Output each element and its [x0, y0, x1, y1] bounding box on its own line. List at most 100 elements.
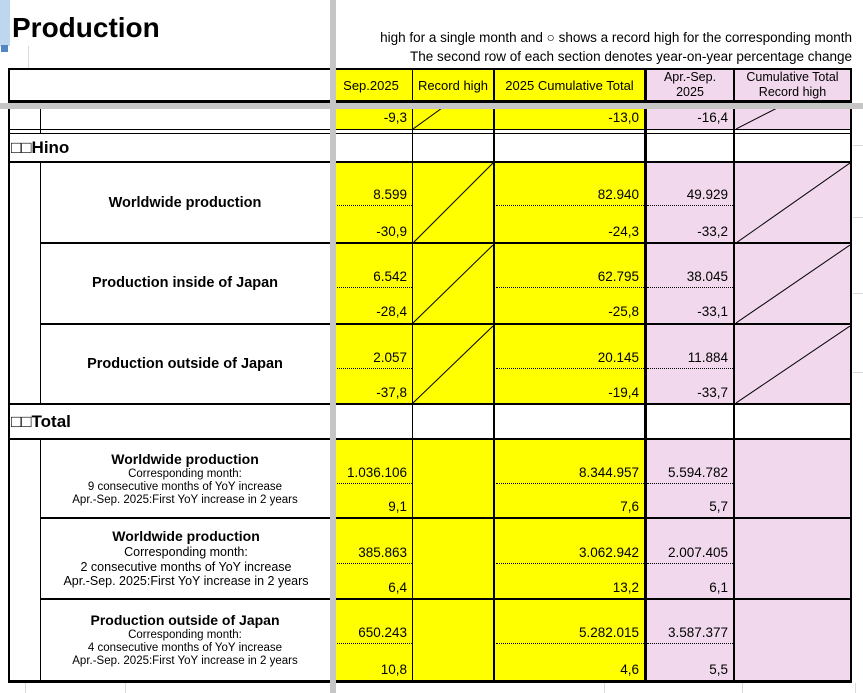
- cell-carryover-apr-sep-pct[interactable]: -16,4: [697, 110, 728, 125]
- cell-carryover-cumulative-pct[interactable]: -13,0: [608, 110, 639, 125]
- column-header-sep-month[interactable]: Sep.2025: [343, 77, 399, 93]
- row-bg: [330, 243, 644, 324]
- row-bg: [644, 519, 850, 600]
- dotted-separator: [496, 287, 644, 288]
- dotted-separator: [331, 287, 412, 288]
- cell-pct[interactable]: 9,1: [388, 499, 407, 514]
- cell-value[interactable]: 62.795: [597, 269, 639, 284]
- gridline: [853, 293, 863, 294]
- row-label-title: Worldwide production: [111, 450, 259, 467]
- legend-note-line2[interactable]: The second row of each section denotes y…: [409, 49, 852, 64]
- row-label-hino-worldwide[interactable]: Worldwide production: [108, 194, 262, 211]
- row-label-total-worldwide-2[interactable]: Worldwide production Corresponding month…: [55, 519, 317, 598]
- cell-pct[interactable]: 13,2: [612, 580, 639, 595]
- cell-value[interactable]: 6.542: [373, 269, 407, 284]
- cell-value[interactable]: 3.587.377: [667, 625, 728, 640]
- section-header-total[interactable]: □□Total: [11, 411, 71, 431]
- cumulative-record-diagonal: [736, 163, 850, 243]
- row-bg: [644, 243, 850, 324]
- column-header-cum-record-line2: Record high: [758, 84, 827, 99]
- row-label-hino-inside-japan[interactable]: Production inside of Japan: [91, 275, 279, 291]
- cell-value[interactable]: 385.863: [358, 545, 407, 560]
- row-bg: [330, 519, 644, 600]
- cell-pct[interactable]: 10,8: [380, 662, 407, 677]
- cell-value[interactable]: 5.282.015: [578, 625, 639, 640]
- cell-value[interactable]: 1.036.106: [346, 465, 407, 480]
- selection-handle[interactable]: [1, 45, 8, 52]
- cell-pct[interactable]: -30,9: [376, 224, 407, 239]
- dotted-separator: [331, 643, 412, 644]
- cell-value[interactable]: 8.344.957: [578, 465, 639, 480]
- cell-pct[interactable]: -19,4: [608, 385, 639, 400]
- dotted-separator: [647, 483, 733, 484]
- row-bg: [644, 324, 850, 405]
- selection-bar[interactable]: [0, 0, 10, 46]
- row-label-hino-outside-japan[interactable]: Production outside of Japan: [87, 355, 283, 372]
- cell-value[interactable]: 3.062.942: [578, 545, 639, 560]
- cell-value[interactable]: 650.243: [358, 625, 407, 640]
- row-label-title: Worldwide production: [112, 528, 260, 545]
- row-bg: [644, 163, 850, 243]
- cell-pct[interactable]: -33,1: [697, 304, 728, 319]
- cell-pct[interactable]: 5,7: [709, 499, 728, 514]
- cell-pct[interactable]: -33,2: [697, 224, 728, 239]
- row-bg: [330, 163, 644, 243]
- table-border: [8, 133, 852, 134]
- dotted-separator: [496, 563, 644, 564]
- legend-note[interactable]: high for a single month and ○ shows a re…: [312, 28, 852, 66]
- row-bg: [644, 600, 850, 682]
- cell-value[interactable]: 49.929: [686, 187, 728, 202]
- cell-pct[interactable]: 4,6: [620, 662, 639, 677]
- cell-value[interactable]: 8.599: [373, 187, 407, 202]
- cell-value[interactable]: 2.007.405: [667, 545, 728, 560]
- cell-carryover-sep-pct[interactable]: -9,3: [383, 110, 407, 125]
- pane-divider-vertical[interactable]: [330, 0, 336, 693]
- column-header-apr-sep[interactable]: Apr.-Sep. 2025: [647, 69, 733, 100]
- row-label-total-worldwide-1[interactable]: Worldwide production Corresponding month…: [41, 440, 329, 517]
- cell-pct[interactable]: 6,1: [709, 580, 728, 595]
- cell-pct[interactable]: -28,4: [376, 304, 407, 319]
- column-header-cumulative-record-high[interactable]: Cumulative Total Record high: [736, 69, 849, 100]
- table-border: [493, 68, 495, 680]
- table-border: [40, 163, 41, 403]
- table-border: [8, 68, 10, 683]
- dotted-separator: [331, 368, 412, 369]
- dotted-separator: [647, 287, 733, 288]
- column-header-record-high[interactable]: Record high: [417, 77, 489, 93]
- row-label-sub3: Apr.-Sep. 2025:First YoY increase in 2 y…: [72, 655, 298, 667]
- table-border: [40, 517, 852, 519]
- column-header-cumulative-total[interactable]: 2025 Cumulative Total: [505, 77, 634, 93]
- cell-pct[interactable]: 5,5: [709, 662, 728, 677]
- legend-note-line1[interactable]: high for a single month and ○ shows a re…: [380, 30, 852, 45]
- gridline: [853, 372, 863, 373]
- row-bg: [330, 324, 644, 405]
- cell-value[interactable]: 38.045: [686, 269, 728, 284]
- table-border: [8, 100, 852, 103]
- cell-value[interactable]: 11.884: [687, 350, 728, 365]
- cell-pct[interactable]: 7,6: [620, 499, 639, 514]
- cell-value[interactable]: 82.940: [597, 187, 639, 202]
- cell-pct[interactable]: -25,8: [608, 304, 639, 319]
- dotted-separator: [647, 643, 733, 644]
- cell-pct[interactable]: -24,3: [608, 224, 639, 239]
- cell-value[interactable]: 5.594.782: [667, 465, 728, 480]
- gridline: [604, 683, 605, 693]
- cell-pct[interactable]: -37,8: [376, 385, 407, 400]
- record-high-diagonal: [413, 245, 493, 323]
- table-border: [8, 403, 852, 405]
- table-border: [8, 438, 852, 440]
- dotted-separator: [496, 368, 644, 369]
- section-header-hino[interactable]: □□Hino: [11, 137, 70, 157]
- row-label-sub2: 4 consecutive months of YoY increase: [87, 642, 283, 654]
- table-border: [8, 161, 852, 163]
- dotted-separator: [647, 205, 733, 206]
- cell-pct[interactable]: 6,4: [388, 580, 407, 595]
- page-title[interactable]: Production: [12, 12, 160, 43]
- cell-value[interactable]: 20.145: [597, 350, 639, 365]
- row-label-total-outside-japan[interactable]: Production outside of Japan Correspondin…: [41, 600, 329, 680]
- cell-pct[interactable]: -33,7: [697, 385, 728, 400]
- pane-divider-horizontal[interactable]: [0, 103, 863, 109]
- dotted-separator: [331, 483, 412, 484]
- cell-value[interactable]: 2.057: [373, 350, 407, 365]
